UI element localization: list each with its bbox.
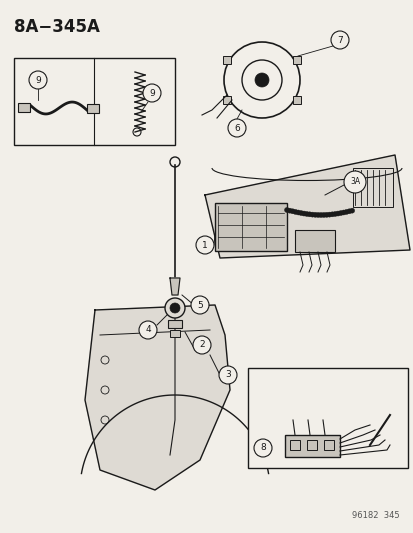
Text: 8: 8 <box>259 443 265 453</box>
Circle shape <box>330 31 348 49</box>
Text: 2: 2 <box>199 341 204 350</box>
Bar <box>170 330 180 337</box>
Bar <box>292 56 300 64</box>
Circle shape <box>329 212 334 217</box>
Circle shape <box>315 213 320 217</box>
Circle shape <box>306 212 311 217</box>
Circle shape <box>335 211 339 216</box>
Circle shape <box>142 84 161 102</box>
Bar <box>168 320 182 328</box>
Text: 1: 1 <box>202 240 207 249</box>
Circle shape <box>287 208 292 213</box>
Bar <box>292 96 300 104</box>
Circle shape <box>298 211 303 215</box>
Circle shape <box>340 210 345 215</box>
Bar <box>352 168 392 207</box>
Circle shape <box>290 209 294 214</box>
Text: 9: 9 <box>35 76 41 85</box>
Circle shape <box>326 212 331 217</box>
Circle shape <box>304 212 309 216</box>
Circle shape <box>332 212 337 216</box>
Circle shape <box>139 321 157 339</box>
Bar <box>18 103 30 112</box>
Text: 5: 5 <box>197 301 202 310</box>
Bar <box>14 58 175 145</box>
Circle shape <box>295 210 300 215</box>
Circle shape <box>284 207 289 213</box>
Circle shape <box>170 303 180 313</box>
Polygon shape <box>170 278 180 295</box>
Bar <box>223 56 231 64</box>
Text: 6: 6 <box>234 124 239 133</box>
Polygon shape <box>204 155 409 258</box>
Text: 3: 3 <box>225 370 230 379</box>
Circle shape <box>190 296 209 314</box>
Bar <box>294 230 334 252</box>
Bar <box>306 440 316 450</box>
Bar <box>284 435 339 457</box>
Circle shape <box>301 211 306 216</box>
Text: 96182  345: 96182 345 <box>351 511 399 520</box>
Circle shape <box>29 71 47 89</box>
Circle shape <box>343 209 348 214</box>
Circle shape <box>312 212 317 217</box>
Circle shape <box>254 439 271 457</box>
Text: 8A−345A: 8A−345A <box>14 18 100 36</box>
Circle shape <box>254 73 268 87</box>
Circle shape <box>309 212 314 217</box>
Circle shape <box>292 209 297 214</box>
Circle shape <box>165 298 185 318</box>
Circle shape <box>337 211 342 215</box>
Text: 7: 7 <box>336 36 342 44</box>
Bar <box>323 440 333 450</box>
Bar <box>214 203 286 251</box>
Circle shape <box>343 171 365 193</box>
Circle shape <box>346 209 351 214</box>
Bar <box>87 104 99 113</box>
Circle shape <box>323 212 328 217</box>
Circle shape <box>318 213 323 217</box>
Circle shape <box>195 236 214 254</box>
Bar <box>223 96 231 104</box>
Text: 3A: 3A <box>349 177 359 187</box>
Text: 4: 4 <box>145 326 150 335</box>
Circle shape <box>228 119 245 137</box>
Circle shape <box>218 366 236 384</box>
Circle shape <box>349 208 354 213</box>
Bar <box>247 368 407 468</box>
Circle shape <box>320 213 325 217</box>
Circle shape <box>192 336 211 354</box>
Bar <box>289 440 299 450</box>
Polygon shape <box>85 305 230 490</box>
Text: 9: 9 <box>149 88 154 98</box>
